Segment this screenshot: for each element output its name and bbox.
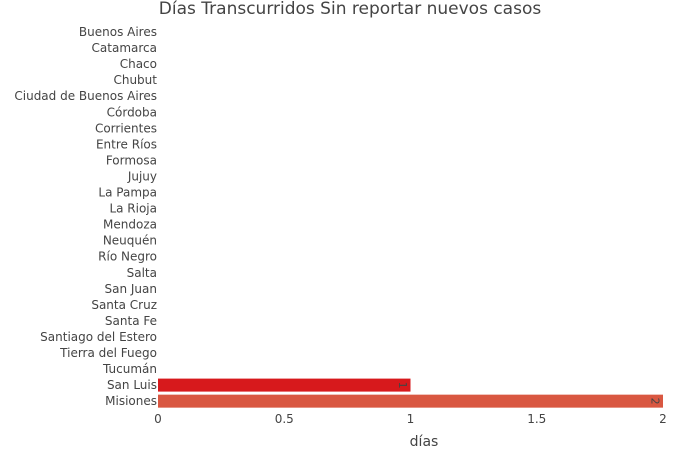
chart-title: Días Transcurridos Sin reportar nuevos c… [159, 0, 542, 19]
category-label-chaco: Chaco [120, 57, 157, 71]
category-label-santa-fe: Santa Fe [105, 314, 157, 328]
category-label-ciudad-de-buenos-aires: Ciudad de Buenos Aires [14, 89, 157, 103]
category-label-tucuman: Tucumán [102, 362, 157, 376]
category-label-corrientes: Corrientes [95, 121, 157, 135]
category-label-misiones: Misiones [105, 394, 157, 408]
category-label-tierra-del-fuego: Tierra del Fuego [59, 346, 157, 360]
category-label-cordoba: Córdoba [107, 105, 157, 119]
category-label-buenos-aires: Buenos Aires [79, 25, 157, 39]
category-label-san-juan: San Juan [105, 282, 158, 296]
category-label-entre-rios: Entre Ríos [96, 137, 157, 151]
category-label-neuquen: Neuquén [103, 234, 157, 248]
category-label-chubut: Chubut [113, 73, 157, 87]
category-label-jujuy: Jujuy [127, 169, 157, 183]
bar-value-label-san-luis: 1 [396, 382, 409, 389]
category-label-san-luis: San Luis [107, 378, 157, 392]
category-label-formosa: Formosa [106, 153, 157, 167]
x-axis-ticks: 0 0.5 1 1.5 2 [154, 412, 667, 426]
category-label-catamarca: Catamarca [92, 41, 157, 55]
bar-misiones [158, 394, 663, 408]
category-label-salta: Salta [127, 266, 157, 280]
bar-value-label-misiones: 2 [649, 398, 662, 405]
x-tick-label: 0.5 [275, 412, 294, 426]
bar-san-luis [158, 378, 411, 392]
x-tick-label: 1.5 [527, 412, 546, 426]
bars [158, 378, 663, 408]
bar-value-labels: 12 [396, 382, 662, 405]
category-label-santiago-del-estero: Santiago del Estero [40, 330, 157, 344]
x-axis-title: días [410, 434, 439, 450]
x-tick-label: 2 [659, 412, 667, 426]
category-label-la-pampa: La Pampa [98, 186, 157, 200]
category-labels: Buenos Aires Catamarca Chaco Chubut Ciudad d… [14, 25, 157, 408]
category-label-mendoza: Mendoza [103, 218, 157, 232]
category-label-la-rioja: La Rioja [109, 202, 157, 216]
x-tick-label: 0 [154, 412, 162, 426]
category-label-santa-cruz: Santa Cruz [91, 298, 157, 312]
x-tick-label: 1 [407, 412, 415, 426]
category-label-rio-negro: Río Negro [98, 250, 157, 264]
